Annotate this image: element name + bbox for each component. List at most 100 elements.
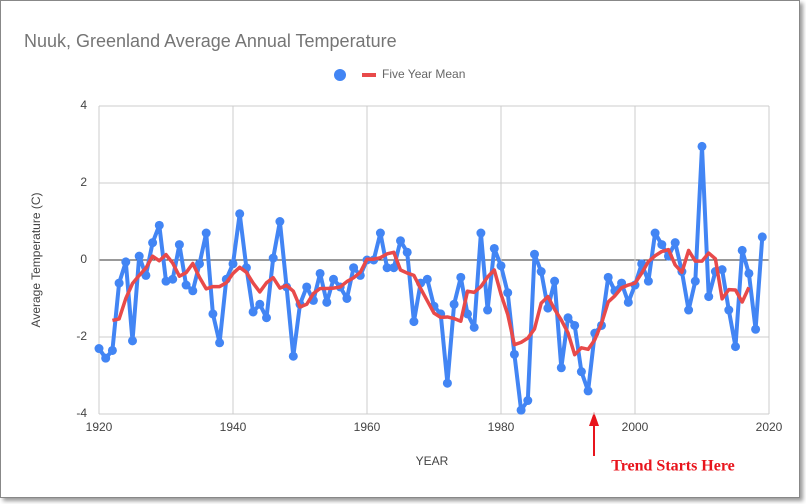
point: [583, 386, 593, 396]
chart-title: Nuuk, Greenland Average Annual Temperatu…: [24, 31, 397, 51]
point: [235, 209, 245, 219]
series-line: [112, 247, 751, 357]
point: [690, 276, 700, 286]
point: [422, 274, 432, 284]
point: [228, 259, 238, 269]
point: [148, 238, 158, 248]
point: [168, 274, 178, 284]
point: [342, 294, 352, 303]
point: [463, 309, 472, 319]
point: [288, 351, 298, 361]
point: [255, 299, 265, 309]
point: [724, 305, 734, 315]
x-tick-label: 1980: [488, 420, 515, 434]
y-tick-label: 4: [80, 98, 87, 112]
point: [456, 272, 466, 282]
point: [503, 288, 513, 298]
point: [757, 232, 767, 242]
x-tick-label: 1960: [354, 420, 381, 434]
x-tick-label: 1920: [86, 420, 113, 434]
legend-marker: [334, 69, 346, 81]
point: [302, 282, 312, 292]
point: [134, 251, 144, 261]
point: [603, 272, 613, 282]
point: [516, 405, 526, 415]
point: [322, 297, 332, 307]
point: [469, 322, 479, 332]
y-tick-label: -4: [76, 406, 87, 420]
x-tick-label: 2020: [756, 420, 783, 434]
x-axis-label: YEAR: [416, 454, 449, 468]
point: [114, 278, 124, 288]
point: [402, 247, 412, 257]
point: [396, 236, 405, 246]
point: [543, 303, 553, 313]
point: [208, 309, 218, 319]
point: [643, 276, 653, 286]
point: [731, 342, 740, 352]
point: [483, 305, 493, 315]
point: [349, 263, 359, 273]
point: [188, 286, 198, 296]
point: [275, 217, 285, 226]
point: [751, 324, 761, 334]
point: [650, 228, 660, 238]
point: [556, 363, 566, 373]
annotation-arrow: [589, 412, 599, 456]
point: [141, 270, 151, 280]
point: [94, 344, 104, 354]
point: [262, 313, 271, 323]
point: [476, 228, 486, 238]
annotation: Trend Starts Here: [611, 458, 735, 475]
y-tick-label: 0: [80, 252, 87, 266]
point: [329, 274, 338, 284]
point: [215, 338, 225, 348]
point: [489, 243, 499, 253]
point: [181, 280, 191, 290]
x-tick-label: 2000: [622, 420, 649, 434]
point: [737, 245, 747, 255]
point: [382, 263, 392, 273]
point: [107, 345, 117, 355]
point: [523, 396, 533, 406]
point: [717, 265, 727, 275]
x-tick-label: 1940: [220, 420, 247, 434]
point: [563, 313, 573, 323]
point: [570, 320, 580, 330]
point: [704, 292, 714, 302]
point: [268, 253, 278, 263]
point: [315, 268, 325, 278]
point: [121, 257, 131, 267]
point: [657, 240, 667, 250]
point: [744, 268, 754, 278]
point: [174, 240, 184, 250]
point: [449, 299, 459, 309]
point: [496, 261, 506, 271]
point: [154, 220, 164, 230]
arrow-head: [589, 412, 599, 426]
point: [697, 141, 707, 151]
point: [389, 263, 399, 273]
point: [509, 349, 519, 359]
point: [128, 336, 137, 346]
point: [550, 276, 560, 286]
point: [576, 367, 586, 377]
point: [248, 307, 258, 317]
point: [375, 228, 385, 238]
point: [442, 378, 452, 388]
y-axis-label: Average Temperature (C): [29, 193, 43, 328]
point: [201, 228, 211, 238]
point: [670, 238, 680, 248]
point: [409, 317, 419, 327]
point: [195, 259, 204, 269]
legend-label: Five Year Mean: [382, 67, 465, 81]
point: [536, 267, 546, 277]
point: [623, 297, 633, 307]
y-tick-label: 2: [80, 175, 87, 189]
point: [101, 353, 111, 363]
point: [684, 305, 694, 315]
point: [530, 249, 539, 259]
y-tick-label: -2: [76, 329, 87, 343]
